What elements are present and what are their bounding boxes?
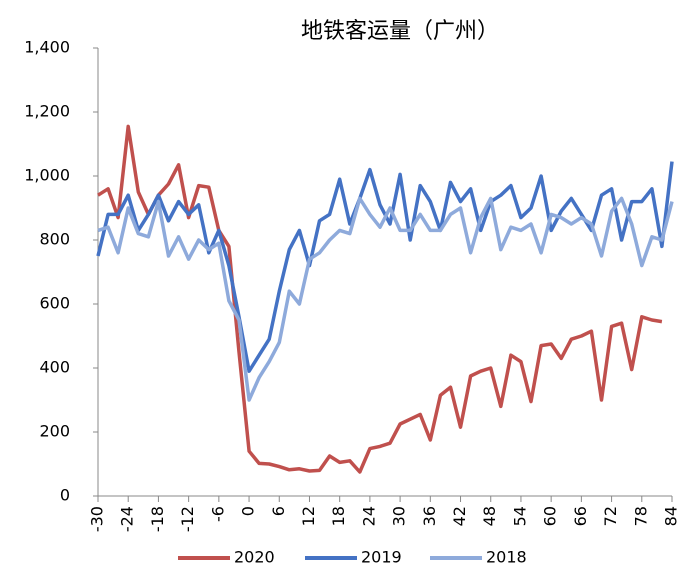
x-tick-label: 0 [239,506,258,516]
x-tick-label: 42 [450,506,469,526]
y-tick-label: 600 [39,294,70,313]
x-tick-label: 60 [541,506,560,526]
x-tick-label: 30 [390,506,409,526]
y-tick-label: 800 [39,230,70,249]
series-line [97,196,674,402]
y-tick-label: 1,000 [24,166,70,185]
x-tick-label: 18 [329,506,348,526]
legend-label: 2019 [361,548,402,567]
x-tick-label: 54 [510,506,529,526]
x-tick-label: 6 [269,506,288,516]
x-tick-label: -6 [208,506,227,522]
x-tick-label: -12 [178,506,197,532]
x-tick-label: -30 [88,506,107,532]
y-tick-label: 0 [60,486,70,505]
x-tick-label: 36 [420,506,439,526]
y-tick-label: 200 [39,422,70,441]
x-tick-label: 72 [601,506,620,526]
chart-title: 地铁客运量（广州） [301,19,499,44]
series-line [97,124,663,474]
x-tick-label: 24 [359,506,378,526]
x-tick-label: -24 [118,506,137,532]
x-tick-label: 66 [571,506,590,526]
x-tick-label: 12 [299,506,318,526]
x-tick-label: 84 [662,506,681,526]
x-tick-label: 48 [480,506,499,526]
x-tick-label: 78 [631,506,650,526]
legend-label: 2020 [234,548,275,567]
y-tick-label: 1,400 [24,38,70,57]
y-tick-label: 400 [39,358,70,377]
y-tick-label: 1,200 [24,102,70,121]
x-tick-label: -18 [148,506,167,532]
legend-label: 2018 [486,548,527,567]
